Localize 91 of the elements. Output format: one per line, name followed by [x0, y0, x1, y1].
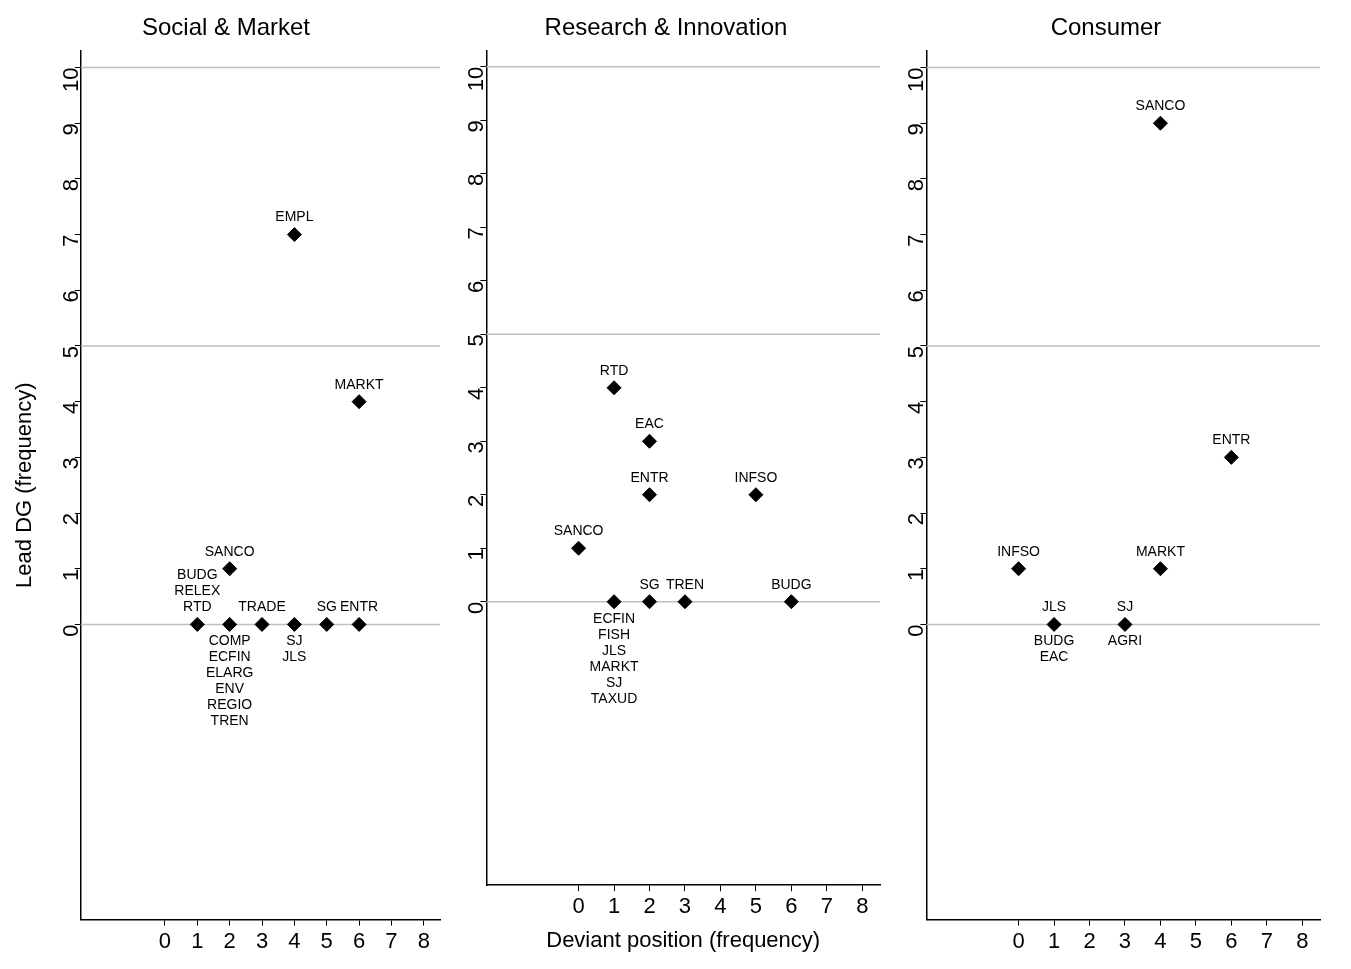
y-tick-label: 0: [463, 601, 489, 614]
y-tick-label: 10: [57, 67, 83, 92]
annotation: EMPL: [275, 208, 314, 225]
y-tick-label: 9: [57, 123, 83, 136]
y-tick-label: 10: [463, 66, 489, 92]
annotation: TRADE: [238, 598, 286, 615]
y-tick-label: 10: [903, 67, 929, 92]
annotation: JLS: [1041, 598, 1067, 615]
y-tick-label: 8: [57, 178, 83, 192]
y-tick-label: 1: [57, 568, 83, 581]
x-tick-label: 8: [417, 927, 430, 953]
x-tick-label: 2: [1083, 927, 1096, 953]
y-tick-label: 2: [463, 494, 489, 507]
y-tick-label: 8: [463, 173, 489, 187]
annotation: INFSO: [997, 542, 1041, 559]
y-tick-label: 3: [57, 457, 83, 470]
x-tick-label: 3: [1118, 927, 1132, 953]
y-tick-label: 3: [463, 441, 489, 454]
annotation: RTD: [599, 361, 629, 378]
annotation: BUDG: [771, 575, 812, 592]
x-tick-label: 1: [607, 893, 621, 919]
x-tick-label: 7: [820, 893, 833, 919]
x-tick-label: 6: [352, 927, 366, 953]
annotation: MARKT: [1135, 542, 1186, 559]
x-tick-label: 8: [856, 893, 869, 919]
x-tick-label: 0: [572, 893, 585, 919]
annotation: TREN: [665, 575, 705, 592]
x-tick-label: 0: [1012, 927, 1025, 953]
x-tick-label: 5: [320, 927, 333, 953]
y-tick-label: 2: [57, 513, 83, 526]
annotation: COMP ECFIN ELARG ENV REGIO TREN: [205, 632, 254, 729]
annotation: ENTR: [630, 468, 669, 485]
annotation: SANCO: [204, 542, 255, 559]
annotation: SG: [316, 598, 337, 615]
x-tick-label: 1: [1047, 927, 1061, 953]
x-tick-label: 6: [785, 893, 798, 919]
x-tick-label: 5: [749, 893, 763, 919]
y-tick-label: 1: [463, 548, 489, 561]
y-tick-label: 4: [57, 401, 83, 414]
y-tick-label: 9: [463, 120, 489, 133]
y-tick-label: 4: [463, 387, 489, 401]
x-tick-label: 5: [1189, 927, 1203, 953]
y-tick-label: 1: [903, 568, 929, 581]
y-tick-label: 3: [903, 457, 929, 470]
annotation: SANCO: [553, 522, 604, 539]
x-tick-label: 4: [288, 927, 301, 953]
annotation: ECFIN FISH JLS MARKT SJ TAXUD: [589, 609, 639, 706]
annotation: SJ JLS: [282, 632, 307, 665]
annotation: SJ: [1116, 598, 1134, 615]
y-tick-label: 2: [903, 513, 929, 526]
chart-title: Research & Innovation: [544, 13, 788, 41]
annotation: MARKT: [334, 375, 385, 392]
y-tick-label: 4: [903, 401, 929, 414]
y-tick-label: 7: [903, 234, 929, 247]
x-tick-label: 4: [714, 893, 727, 919]
annotation: BUDG EAC: [1033, 632, 1075, 665]
y-tick-label: 5: [57, 345, 83, 359]
annotation: BUDG RELEX RTD: [174, 566, 221, 615]
x-tick-label: 2: [223, 927, 236, 953]
x-tick-label: 0: [158, 927, 172, 953]
chart-title: Social & Market: [141, 13, 311, 41]
x-tick-label: 2: [643, 893, 656, 919]
y-tick-label: 6: [57, 290, 83, 303]
y-tick-label: 0: [57, 624, 83, 637]
y-tick-label: 6: [903, 290, 929, 303]
x-tick-label: 3: [678, 893, 692, 919]
y-tick-label: 7: [463, 227, 489, 240]
annotation: ENTR: [340, 598, 379, 615]
y-tick-label: 9: [903, 123, 929, 136]
y-tick-label: 5: [903, 345, 929, 359]
y-tick-label: 5: [463, 334, 489, 347]
chart-title: Consumer: [1050, 13, 1162, 41]
annotation: INFSO: [734, 468, 778, 485]
x-tick-label: 6: [1225, 927, 1238, 953]
y-tick-label: 6: [463, 280, 489, 294]
x-tick-label: 3: [255, 927, 269, 953]
y-tick-label: 8: [903, 178, 929, 192]
y-tick-label: 7: [57, 234, 83, 247]
x-tick-label: 7: [385, 927, 398, 953]
x-tick-label: 7: [1260, 927, 1273, 953]
annotation: ENTR: [1212, 431, 1251, 448]
x-tick-label: 8: [1296, 927, 1309, 953]
y-tick-label: 0: [903, 624, 929, 637]
x-tick-label: 4: [1154, 927, 1167, 953]
x-tick-label: 1: [191, 927, 204, 953]
annotation: EAC: [635, 415, 664, 432]
annotation: SANCO: [1135, 97, 1186, 114]
annotation: SG: [639, 575, 660, 592]
annotation: AGRI: [1107, 632, 1143, 649]
y-axis-title: Lead DG (frequency): [11, 382, 37, 588]
x-axis-title: Deviant position (frequency): [546, 926, 821, 952]
